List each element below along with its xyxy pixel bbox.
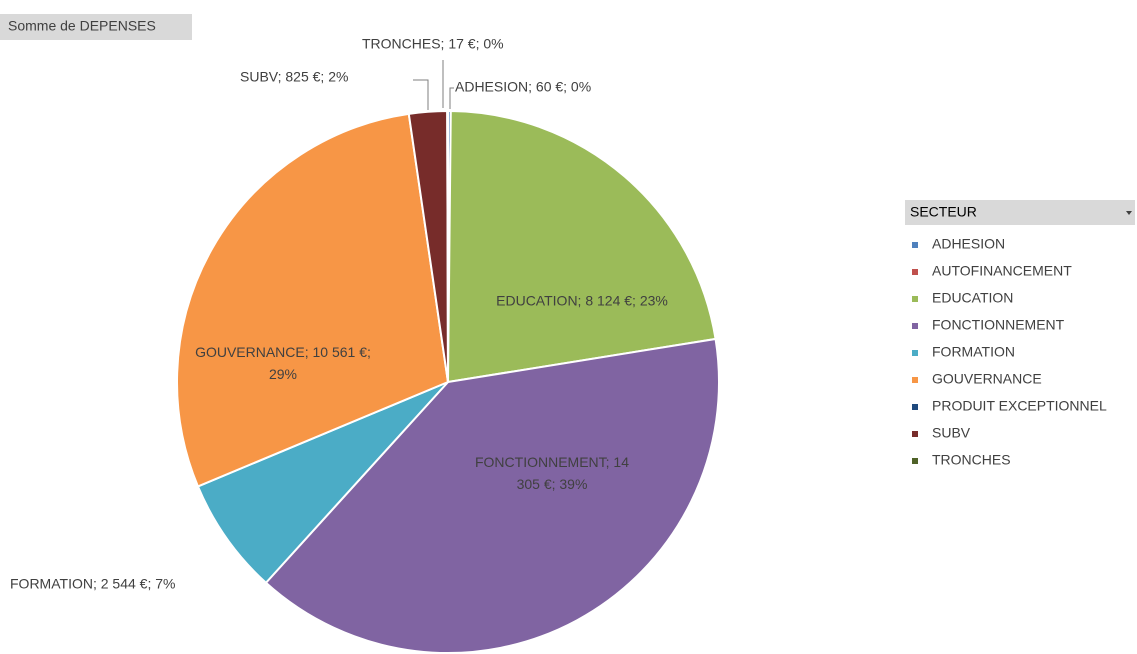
data-label: ADHESION; 60 €; 0%: [455, 79, 591, 95]
legend-swatch: [912, 350, 918, 356]
legend-swatch: [912, 377, 918, 383]
data-label: FONCTIONNEMENT; 14 305 €; 39%: [475, 454, 629, 492]
legend-swatch: [912, 431, 918, 437]
legend-header[interactable]: [905, 200, 1135, 225]
pie-slice: [264, 337, 720, 654]
legend-label: TRONCHES: [932, 452, 1011, 468]
legend-label: SUBV: [932, 425, 971, 441]
data-label: EDUCATION; 8 124 €; 23%: [496, 293, 668, 309]
legend-label: PRODUIT EXCEPTIONNEL: [932, 398, 1107, 414]
legend-swatch: [912, 242, 918, 248]
pie-slice: [446, 110, 717, 384]
data-label: FORMATION; 2 544 €; 7%: [10, 576, 175, 592]
legend-label: AUTOFINANCEMENT: [932, 263, 1072, 279]
legend-swatch: [912, 269, 918, 275]
data-label: TRONCHES; 17 €; 0%: [362, 36, 504, 52]
leader-line: [413, 79, 429, 110]
legend-swatch: [912, 296, 918, 302]
legend-label: GOUVERNANCE: [932, 371, 1042, 387]
legend-label: FONCTIONNEMENT: [932, 317, 1065, 333]
data-label: GOUVERNANCE; 10 561 €; 29%: [195, 344, 371, 382]
legend-label: FORMATION: [932, 344, 1015, 360]
chart-title: Somme de DEPENSES: [8, 18, 156, 34]
pie-slice: [176, 112, 450, 488]
legend-swatch: [912, 404, 918, 410]
legend-swatch: [912, 458, 918, 464]
pie-slice: [196, 381, 449, 585]
dropdown-arrow: [1126, 211, 1132, 215]
data-label: SUBV; 825 €; 2%: [240, 69, 348, 85]
legend-title: SECTEUR: [910, 204, 977, 220]
legend-swatch: [912, 323, 918, 329]
leader-line: [449, 87, 454, 109]
title-button[interactable]: [0, 14, 192, 40]
legend-label: EDUCATION: [932, 290, 1013, 306]
legend-label: ADHESION: [932, 236, 1005, 252]
pie-slice: [446, 109, 449, 383]
